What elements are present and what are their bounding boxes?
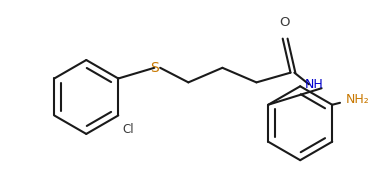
Text: S: S [150, 61, 159, 75]
Text: Cl: Cl [122, 123, 134, 136]
Text: O: O [279, 16, 290, 29]
Text: NH: NH [304, 78, 323, 91]
Text: NH₂: NH₂ [346, 93, 370, 106]
